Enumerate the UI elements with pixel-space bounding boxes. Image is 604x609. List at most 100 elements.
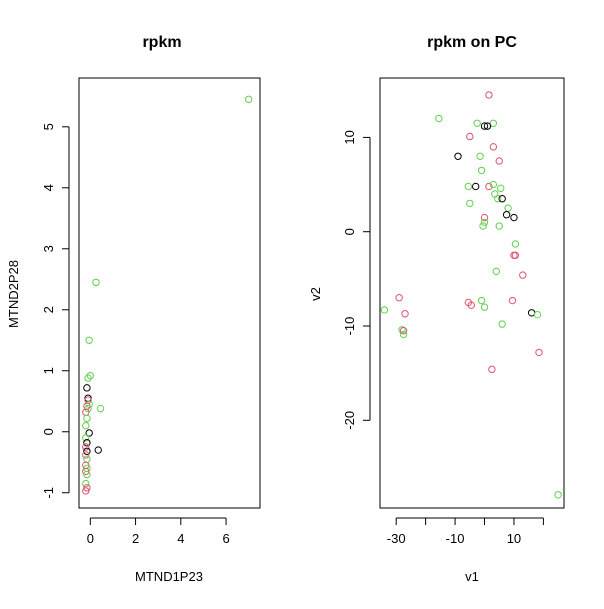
- plot-frame: [379, 77, 565, 509]
- x-tick-label: 10: [507, 531, 521, 546]
- y-tick-label: 3: [41, 245, 56, 252]
- data-point: [511, 240, 520, 248]
- data-point: [485, 182, 493, 191]
- data-point: [86, 371, 95, 380]
- data-point: [466, 199, 474, 208]
- data-point: [83, 470, 91, 479]
- data-point: [84, 374, 92, 382]
- y-tick-label: -1: [41, 487, 56, 499]
- data-point: [454, 152, 462, 160]
- data-point: [511, 251, 520, 259]
- data-point: [491, 190, 499, 198]
- data-point: [96, 404, 105, 413]
- data-point: [399, 330, 408, 339]
- data-point: [495, 222, 503, 230]
- y-tick-label: 5: [41, 123, 56, 130]
- data-point: [498, 195, 506, 203]
- data-point: [244, 95, 253, 104]
- data-point: [82, 434, 90, 442]
- data-point: [473, 119, 481, 127]
- data-point: [401, 310, 409, 318]
- x-axis-label: MTND1P23: [135, 569, 203, 584]
- data-point: [504, 204, 512, 212]
- plot-frame: [78, 77, 261, 509]
- data-point: [83, 414, 91, 423]
- data-point: [488, 365, 496, 374]
- data-point: [494, 195, 502, 203]
- data-point: [94, 446, 102, 454]
- data-point: [82, 421, 90, 430]
- data-point: [82, 443, 90, 451]
- data-point: [483, 122, 492, 130]
- x-axis-label: v1: [465, 569, 479, 584]
- data-point: [519, 271, 527, 279]
- data-point: [489, 180, 498, 189]
- data-point: [82, 451, 90, 459]
- data-point: [471, 182, 480, 191]
- data-point: [83, 384, 91, 392]
- y-tick-label: 0: [41, 428, 56, 435]
- data-point: [477, 166, 486, 175]
- x-tick-label: -30: [387, 531, 406, 546]
- y-axis-label: v2: [308, 287, 323, 301]
- data-point: [476, 152, 484, 160]
- data-point: [495, 157, 503, 165]
- data-point: [85, 400, 93, 409]
- data-point: [535, 348, 543, 357]
- data-point: [480, 303, 489, 311]
- y-tick-label: -20: [342, 411, 357, 430]
- y-tick-label: 0: [342, 228, 357, 235]
- chart-title: rpkm on PC: [427, 34, 517, 51]
- x-tick-label: -10: [446, 531, 465, 546]
- data-point: [510, 213, 518, 222]
- data-point: [84, 404, 92, 413]
- x-tick-label: 0: [87, 531, 94, 546]
- data-point: [480, 122, 489, 130]
- y-tick-label: -10: [342, 317, 357, 336]
- x-tick-label: 4: [177, 531, 184, 546]
- data-point: [508, 296, 517, 305]
- data-point: [502, 211, 511, 219]
- data-point: [489, 119, 498, 127]
- data-point: [380, 306, 389, 314]
- data-point: [435, 114, 443, 123]
- panel-rpkm-on-pc: rpkm on PC v1 v2 -30 -10 10 -20 -10 0 10: [308, 34, 565, 584]
- y-axis-label: MTND2P28: [6, 260, 21, 328]
- data-point: [398, 326, 406, 334]
- data-point: [464, 182, 473, 191]
- data-point: [497, 184, 505, 193]
- data-point: [498, 320, 506, 328]
- data-point: [83, 447, 91, 455]
- data-point: [82, 487, 90, 495]
- data-point: [492, 267, 500, 276]
- data-point: [85, 429, 93, 437]
- data-point: [510, 251, 518, 259]
- y-tick-label: 4: [41, 184, 56, 191]
- x-tick-label: 2: [132, 531, 139, 546]
- chart-title: rpkm: [142, 34, 181, 51]
- data-point: [399, 327, 408, 335]
- data-point: [85, 336, 93, 344]
- data-point: [480, 218, 489, 226]
- data-point: [83, 439, 91, 447]
- data-point: [485, 91, 493, 99]
- data-point: [554, 491, 562, 499]
- data-point: [477, 296, 486, 305]
- data-point: [533, 310, 542, 319]
- data-point: [92, 278, 100, 287]
- data-point: [467, 301, 475, 309]
- data-point: [395, 294, 403, 302]
- y-tick-label: 2: [41, 306, 56, 313]
- x-tick-label: 6: [222, 531, 229, 546]
- y-tick-label: 10: [342, 130, 357, 144]
- data-point: [83, 455, 91, 463]
- panel-rpkm: rpkm MTND1P23 MTND2P28 0 2 4 6 -1 0 1 2 3 4 5: [6, 34, 261, 584]
- data-point: [480, 213, 489, 222]
- data-point: [479, 222, 487, 230]
- data-point: [466, 132, 474, 141]
- data-point: [82, 479, 90, 488]
- y-tick-label: 1: [41, 367, 56, 374]
- data-point: [489, 143, 498, 151]
